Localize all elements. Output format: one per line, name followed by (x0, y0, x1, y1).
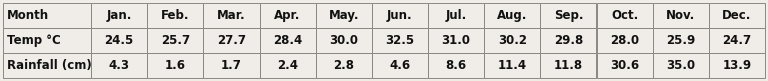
Bar (428, 53, 484, 78)
Text: 30.2: 30.2 (498, 34, 527, 47)
Text: 8.6: 8.6 (445, 59, 467, 72)
Bar (541, 3, 597, 28)
Text: 28.4: 28.4 (273, 34, 303, 47)
Text: Sep.: Sep. (554, 9, 583, 22)
Text: Feb.: Feb. (161, 9, 190, 22)
Bar (372, 28, 428, 53)
Bar (653, 3, 709, 28)
Bar (260, 3, 316, 28)
Bar (147, 53, 204, 78)
Bar (316, 3, 372, 28)
Bar (91, 3, 147, 28)
Text: 31.0: 31.0 (442, 34, 471, 47)
Bar (260, 28, 316, 53)
Bar (372, 3, 428, 28)
Text: 24.5: 24.5 (104, 34, 134, 47)
Text: Jul.: Jul. (445, 9, 467, 22)
Bar (709, 53, 765, 78)
Bar (147, 28, 204, 53)
Bar (204, 53, 260, 78)
Bar (428, 3, 484, 28)
Bar (204, 3, 260, 28)
Text: 1.6: 1.6 (165, 59, 186, 72)
Text: Mar.: Mar. (217, 9, 246, 22)
Text: 27.7: 27.7 (217, 34, 246, 47)
Text: Jun.: Jun. (387, 9, 412, 22)
Bar (597, 53, 653, 78)
Bar (372, 53, 428, 78)
Bar (709, 28, 765, 53)
Bar (91, 53, 147, 78)
Text: Aug.: Aug. (497, 9, 528, 22)
Text: 13.9: 13.9 (723, 59, 751, 72)
Bar (597, 3, 653, 28)
Text: May.: May. (329, 9, 359, 22)
Text: Nov.: Nov. (666, 9, 695, 22)
Text: 25.9: 25.9 (666, 34, 695, 47)
Bar (3, 53, 91, 78)
Bar (653, 53, 709, 78)
Text: 25.7: 25.7 (161, 34, 190, 47)
Text: 30.6: 30.6 (610, 59, 639, 72)
Text: Jan.: Jan. (107, 9, 132, 22)
Bar (484, 28, 541, 53)
Text: 28.0: 28.0 (610, 34, 639, 47)
Text: Apr.: Apr. (274, 9, 301, 22)
Bar (597, 28, 653, 53)
Bar (3, 3, 91, 28)
Bar (428, 28, 484, 53)
Bar (3, 28, 91, 53)
Text: 4.6: 4.6 (389, 59, 410, 72)
Text: 30.0: 30.0 (329, 34, 358, 47)
Bar (541, 53, 597, 78)
Text: 35.0: 35.0 (666, 59, 695, 72)
Text: 2.8: 2.8 (333, 59, 354, 72)
Text: 32.5: 32.5 (386, 34, 415, 47)
Text: Rainfall (cm): Rainfall (cm) (7, 59, 91, 72)
Bar (709, 3, 765, 28)
Bar (484, 3, 541, 28)
Text: Temp °C: Temp °C (7, 34, 61, 47)
Text: 24.7: 24.7 (723, 34, 751, 47)
Text: Oct.: Oct. (611, 9, 638, 22)
Text: 11.4: 11.4 (498, 59, 527, 72)
Text: Dec.: Dec. (722, 9, 752, 22)
Text: 29.8: 29.8 (554, 34, 583, 47)
Text: 2.4: 2.4 (277, 59, 298, 72)
Bar (91, 28, 147, 53)
Text: 4.3: 4.3 (108, 59, 130, 72)
Bar (316, 28, 372, 53)
Bar (653, 28, 709, 53)
Bar (541, 28, 597, 53)
Text: Month: Month (7, 9, 49, 22)
Bar (316, 53, 372, 78)
Text: 1.7: 1.7 (221, 59, 242, 72)
Text: 11.8: 11.8 (554, 59, 583, 72)
Bar (204, 28, 260, 53)
Bar (147, 3, 204, 28)
Bar (260, 53, 316, 78)
Bar (484, 53, 541, 78)
